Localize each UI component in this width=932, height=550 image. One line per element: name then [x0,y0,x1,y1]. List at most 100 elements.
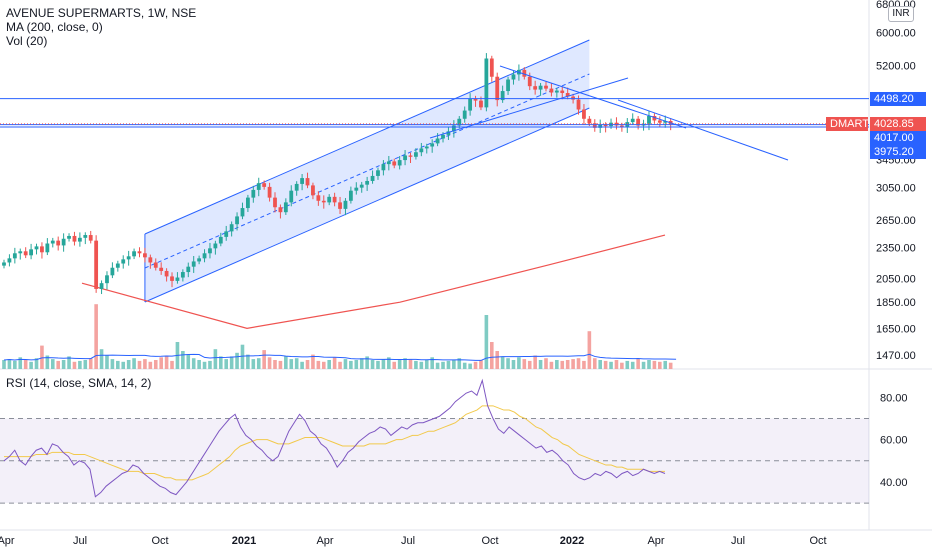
price-tag: 4028.85 [870,116,926,131]
volume-bar [522,359,527,369]
price-tick-label: 6800.00 [876,0,916,11]
volume-bar [544,358,548,369]
candle-body [446,131,451,135]
volume-bar [78,360,82,369]
volume-bar [587,331,592,369]
volume-bar [473,361,478,369]
volume-bar [256,358,261,369]
volume-bar [506,358,510,369]
candle-body [549,88,554,93]
candle-body [305,178,310,186]
candle-body [506,79,510,92]
candle-body [83,235,88,238]
candle-body [137,251,142,254]
candle-body [657,120,662,123]
candle-body [153,262,158,268]
trend-line-upper [429,77,629,139]
candle-body [598,124,603,128]
volume-bar [316,360,321,369]
candle-body [403,155,407,161]
volume-bar [555,360,559,369]
candle-body [479,100,483,108]
channel-lower-line [144,107,590,303]
volume-bar [392,361,397,369]
volume-bar [663,360,668,369]
candle-body [99,283,104,289]
candle-body [251,189,256,198]
candle-body [34,246,39,250]
volume-bar [462,362,467,369]
volume-bar [40,345,44,369]
volume-bar [56,360,60,369]
candle-body [213,243,218,249]
candle-body [468,98,473,111]
currency-button[interactable]: INR [888,6,914,22]
candle-body [414,152,418,157]
volume-bar [321,361,326,369]
candle-body [560,90,565,94]
candle-body [424,146,429,149]
candle-body [283,202,288,213]
volume-bar [284,356,288,369]
candle-body [110,267,115,276]
volume-bar [164,355,169,369]
volume-bar [630,361,635,369]
candle-body [7,258,12,263]
time-tick-label: Apr [316,535,333,547]
candle-body [327,196,332,203]
volume-bar [18,357,23,369]
ma-legend: MA (200, close, 0) [6,20,103,34]
candle-body [386,161,391,165]
volume-bar [132,358,136,369]
candle-body [94,240,99,289]
candle-body [164,270,169,277]
drawing-lines [0,65,869,161]
candle-body [495,76,500,101]
rsi-pane [0,378,869,504]
volume-bar [430,357,434,369]
candle-body [23,251,28,256]
candle-body [197,258,202,262]
volume-bar [435,362,440,369]
candle-body [441,134,445,139]
volume-bar [181,351,185,369]
time-tick-label: 2022 [560,535,584,547]
volume-bar [45,355,50,369]
candle-body [451,125,456,132]
candle-body [538,85,543,90]
volume-bar [273,360,277,369]
candle-body [565,93,570,97]
volume-bar [202,361,207,369]
candle-body [229,224,234,232]
volume-bar [538,360,543,369]
candle-body [663,121,668,123]
volume-bar [262,350,266,369]
volume-bar [641,361,646,369]
candle-body [489,58,494,77]
candle-body [511,74,516,80]
channel-fill [144,40,590,302]
volume-bar [208,360,212,369]
time-tick-label: Apr [0,535,15,547]
candle-body [256,183,261,190]
volume-bar [294,358,299,369]
time-tick-label: Jul [731,535,745,547]
channel-mid-line [144,73,590,269]
volume-bar [668,362,673,369]
ma200-line [81,234,666,329]
candle-body [56,240,61,246]
volume-bar [305,360,310,369]
volume-bar [224,359,229,369]
volume-bar [500,356,505,369]
moving-average-line [81,234,666,329]
volume-bar [267,357,272,369]
candle-body [170,276,174,281]
rsi-ma-line [4,405,665,481]
price-tick-label: 5200.00 [876,60,916,72]
volume-bar [338,361,342,369]
volume-bar [446,360,451,369]
candle-body [143,253,147,258]
candle-body [354,187,359,191]
symbol-tag: DMART [826,116,869,131]
